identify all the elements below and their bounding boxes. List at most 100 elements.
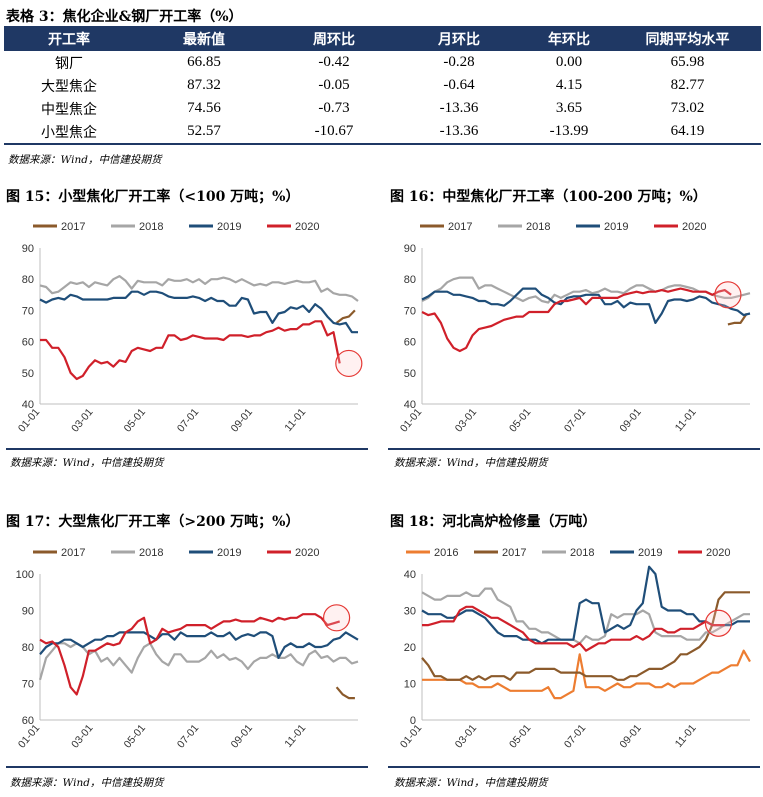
table-source: 数据来源：Wind，中信建投期货 <box>8 154 162 166</box>
series-line-2019 <box>421 287 751 324</box>
fig18-source: 数据来源：Wind，中信建投期货 <box>394 777 548 789</box>
fig17-chart: 2017 2018 2019 2020 60 70 80 90 100 01-01 03-01 05-… <box>0 538 370 760</box>
highlight-circle <box>704 609 733 637</box>
x-tick-label: 03-01 <box>453 722 480 750</box>
series-group <box>421 565 751 700</box>
legend-label-2018: 2018 <box>139 221 163 233</box>
chart-svg: 2017 2018 2019 2020 40 50 60 70 80 90 01-01 03-01 05… <box>398 221 751 435</box>
x-tick-label: 07-01 <box>175 406 202 434</box>
header-cell: 周环比 <box>274 26 394 51</box>
x-tick-label: 01-01 <box>16 406 43 434</box>
table-cell: 65.98 <box>670 54 705 70</box>
legend-label-2017: 2017 <box>61 547 85 559</box>
y-tick-label: 70 <box>22 679 34 691</box>
header-cell: 最新值 <box>134 26 274 51</box>
x-tick-label: 01-01 <box>398 406 425 434</box>
series-line-2019 <box>39 290 358 334</box>
legend-label-2017: 2017 <box>502 547 526 559</box>
y-tick-label: 50 <box>22 368 34 380</box>
series-line-2020 <box>421 287 732 353</box>
table-row: 小型焦企 52.57 -10.67 -13.36 -13.99 64.19 <box>4 120 761 145</box>
y-tick-label: 90 <box>22 243 34 255</box>
table-row: 钢厂 66.85 -0.42 -0.28 0.00 65.98 <box>4 51 761 74</box>
x-tick-label: 03-01 <box>453 406 480 434</box>
x-tick-label: 07-01 <box>175 722 202 750</box>
table-cell: -13.36 <box>439 100 479 116</box>
legend-label-2020: 2020 <box>706 547 730 559</box>
y-tick-label: 80 <box>22 642 34 654</box>
table-title: 表格 3：焦化企业&钢厂开工率（%） <box>6 9 243 25</box>
y-tick-label: 90 <box>404 243 416 255</box>
divider <box>6 448 368 450</box>
table-cell: 64.19 <box>614 120 761 145</box>
series-line-2019 <box>39 631 359 659</box>
y-tick-label: 80 <box>22 274 34 286</box>
series-group <box>421 276 751 353</box>
x-tick-label: 11-01 <box>673 406 699 434</box>
x-tick-label: 05-01 <box>122 722 149 750</box>
utilization-table: 开工率 最新值 周环比 月环比 年环比 同期平均水平 钢厂 66.85 -0.4… <box>4 26 761 145</box>
table-cell: -10.67 <box>274 120 394 145</box>
divider <box>388 766 760 768</box>
legend: 2017 2018 2019 2020 <box>420 221 706 233</box>
fig15-source: 数据来源：Wind，中信建投期货 <box>10 457 164 469</box>
legend-label-2016: 2016 <box>434 547 458 559</box>
x-tick-label: 03-01 <box>69 406 96 434</box>
legend: 2016 2017 2018 2019 2020 <box>406 547 730 559</box>
series-line-2017 <box>421 591 750 681</box>
x-tick-label: 05-01 <box>122 406 149 434</box>
table-cell: -0.05 <box>318 77 350 93</box>
table-row: 大型焦企 87.32 -0.05 -0.64 4.15 82.77 <box>4 74 761 97</box>
x-tick-label: 03-01 <box>69 722 96 750</box>
table-cell: 73.02 <box>670 100 705 116</box>
header-cell: 开工率 <box>4 26 134 51</box>
legend-label-2018: 2018 <box>139 547 163 559</box>
x-tick-label: 09-01 <box>229 722 256 750</box>
y-tick-label: 90 <box>22 606 34 618</box>
series-line-2017 <box>727 312 748 326</box>
fig15-title: 图 15：小型焦化厂开工率（<100 万吨；%） <box>6 189 300 205</box>
x-tick-label: 05-01 <box>507 722 534 750</box>
x-tick-label: 11-01 <box>673 722 699 750</box>
y-tick-label: 70 <box>22 305 34 317</box>
y-tick-label: 100 <box>16 569 34 581</box>
fig17-source: 数据来源：Wind，中信建投期货 <box>10 777 164 789</box>
fig17-title: 图 17：大型焦化厂开工率（>200 万吨；%） <box>6 514 300 530</box>
legend-label-2018: 2018 <box>526 221 550 233</box>
highlight-circle <box>714 281 742 309</box>
divider <box>6 766 368 768</box>
series-group <box>39 275 359 381</box>
legend: 2017 2018 2019 2020 <box>33 221 319 233</box>
table-cell: 66.85 <box>187 54 221 70</box>
fig16-chart: 2017 2018 2019 2020 40 50 60 70 80 90 01-01 03-01 05… <box>382 212 762 444</box>
y-tick-label: 60 <box>22 715 34 727</box>
x-tick-label: 01-01 <box>16 722 43 750</box>
fig15-chart: 2017 2018 2019 2020 40 50 60 70 80 90 01-01 03-01 05… <box>0 212 370 444</box>
series-line-2016 <box>422 649 751 700</box>
x-tick-label: 11-01 <box>282 406 308 434</box>
table-cell: -13.36 <box>394 120 524 145</box>
y-tick-label: 80 <box>404 274 416 286</box>
y-tick-label: 30 <box>404 606 416 618</box>
x-tick-label: 09-01 <box>617 722 644 750</box>
legend-label-2020: 2020 <box>295 547 319 559</box>
chart-svg: 2016 2017 2018 2019 2020 0 10 20 30 40 01-01 03-01 0… <box>398 547 751 751</box>
legend-label-2017: 2017 <box>61 221 85 233</box>
y-tick-label: 60 <box>22 337 34 349</box>
legend-label-2019: 2019 <box>638 547 662 559</box>
table-cell: 0.00 <box>555 54 583 70</box>
legend-label-2020: 2020 <box>682 221 706 233</box>
x-tick-label: 07-01 <box>562 722 589 750</box>
fig18-chart: 2016 2017 2018 2019 2020 0 10 20 30 40 01-01 03-01 0… <box>382 538 762 760</box>
y-tick-label: 10 <box>404 679 416 691</box>
axes: 40 50 60 70 80 90 01-01 03-01 05-01 07-01 09-01 11-… <box>398 243 750 435</box>
table-row: 中型焦企 74.56 -0.73 -13.36 3.65 73.02 <box>4 97 761 120</box>
header-cell: 年环比 <box>524 26 614 51</box>
legend: 2017 2018 2019 2020 <box>33 547 319 559</box>
legend-label-2020: 2020 <box>295 221 319 233</box>
x-tick-label: 09-01 <box>229 406 256 434</box>
table-cell: -13.99 <box>524 120 614 145</box>
series-line-2017 <box>335 686 355 700</box>
y-tick-label: 40 <box>404 399 416 411</box>
y-tick-label: 50 <box>404 368 416 380</box>
